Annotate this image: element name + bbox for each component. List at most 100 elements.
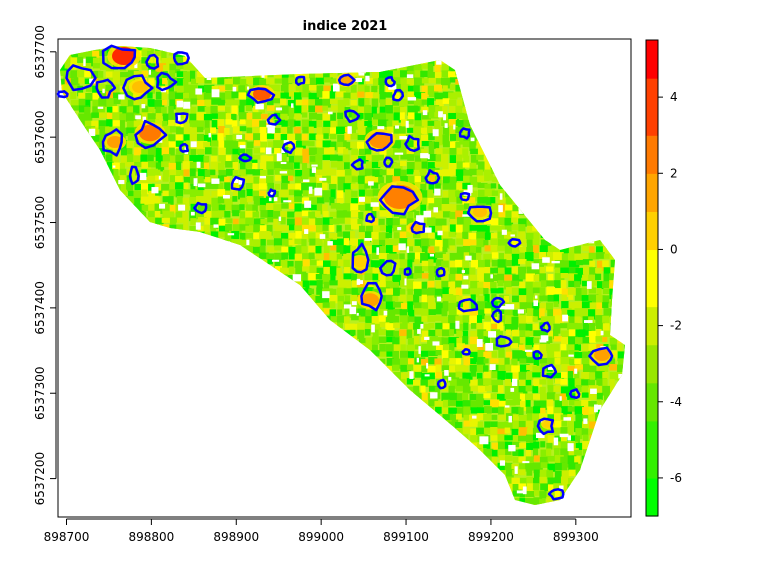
map-cell (239, 357, 248, 364)
map-cell (71, 183, 77, 194)
map-cell (231, 141, 239, 151)
map-cell (106, 175, 114, 186)
map-cell (231, 322, 241, 332)
map-cell (239, 99, 248, 106)
map-cell (281, 309, 290, 317)
map-cell (295, 400, 302, 411)
map-cell (329, 406, 337, 416)
map-cell (337, 112, 344, 120)
map-cell (308, 301, 315, 309)
map-cell (203, 393, 210, 400)
map-cell (232, 161, 239, 171)
map-cell (344, 385, 352, 395)
map-cell (504, 231, 515, 242)
map-cell (78, 113, 87, 121)
map-cell (98, 218, 104, 228)
map-cell (330, 456, 337, 464)
map-cell (386, 46, 393, 53)
map-cell (575, 106, 585, 116)
map-cell (224, 302, 236, 312)
map-cell (85, 295, 93, 306)
map-cell (133, 378, 143, 388)
map-cell (358, 414, 365, 420)
map-cell (99, 441, 107, 453)
map-cell (231, 259, 238, 267)
map-cell (78, 295, 87, 304)
map-cell (442, 407, 452, 415)
map-cell (211, 273, 218, 282)
map-cell (371, 350, 380, 357)
map-cell (99, 211, 108, 220)
map-cell (127, 448, 137, 459)
map-cell (218, 169, 227, 178)
map-cell (484, 183, 493, 189)
map-cell (603, 399, 613, 407)
map-cell (582, 203, 591, 210)
map-cell (379, 287, 390, 293)
map-cell (602, 260, 609, 267)
map-cell (217, 92, 228, 104)
map-cell (497, 280, 504, 287)
map-cell (127, 309, 137, 317)
map-cell (343, 148, 349, 158)
map-cell (575, 148, 582, 159)
map-cell (245, 217, 254, 226)
map-cell (322, 190, 332, 200)
map-cell (343, 365, 351, 373)
map-cell (533, 253, 543, 259)
map-cell (421, 330, 432, 340)
map-cell (428, 259, 434, 270)
map-cell (210, 330, 221, 340)
map-cell (71, 105, 82, 111)
map-cell (448, 337, 459, 348)
map-cell (71, 99, 82, 111)
map-cell (329, 63, 337, 69)
map-cell (274, 406, 281, 418)
map-cell (211, 378, 218, 389)
map-cell (582, 343, 591, 355)
map-cell (560, 434, 571, 445)
map-cell (602, 49, 613, 56)
map-cell (596, 46, 605, 49)
map-cell (239, 351, 250, 363)
map-cell (315, 273, 327, 280)
map-cell (77, 148, 83, 160)
map-cell (176, 217, 188, 223)
map-cell (603, 98, 614, 106)
map-cell (336, 245, 347, 256)
map-cell (603, 190, 610, 199)
map-cell (477, 197, 487, 208)
map-cell (280, 456, 292, 467)
map-cell (490, 267, 501, 274)
map-cell (155, 392, 162, 400)
map-cell (280, 225, 289, 232)
map-cell (322, 274, 331, 285)
map-cell (322, 385, 333, 396)
map-cell (252, 365, 258, 375)
map-cell (113, 267, 119, 273)
map-cell (175, 85, 184, 93)
map-cell (546, 133, 554, 144)
map-cell (98, 343, 107, 353)
map-cell (63, 358, 75, 368)
map-cell (210, 169, 216, 175)
map-cell (428, 273, 435, 281)
map-cell (365, 154, 377, 161)
map-cell (421, 246, 428, 257)
map-cell (497, 49, 507, 59)
map-cell (498, 176, 510, 184)
map-cell (105, 126, 113, 134)
map-cell (554, 364, 561, 374)
map-cell (148, 56, 154, 63)
map-cell (127, 358, 139, 367)
map-cell (561, 301, 569, 311)
map-cell (197, 106, 207, 112)
map-cell (379, 46, 387, 53)
map-cell (567, 190, 579, 198)
map-cell (525, 449, 532, 460)
chart-title: indice 2021 (303, 19, 388, 34)
map-cell (246, 141, 254, 148)
map-cell (603, 197, 610, 206)
map-cell (106, 280, 113, 292)
map-cell (147, 113, 156, 123)
